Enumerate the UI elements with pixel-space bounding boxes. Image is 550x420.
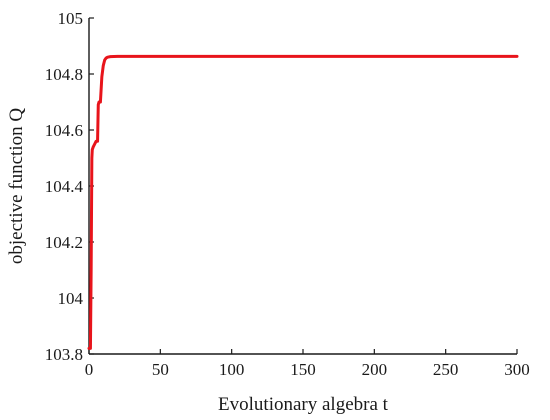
series-line-0 <box>87 54 519 350</box>
y-tick-label: 104.4 <box>45 177 84 196</box>
x-tick-label: 300 <box>504 360 530 379</box>
x-axis-title: Evolutionary algebra t <box>218 394 389 415</box>
y-axis-title: objective function Q <box>6 108 27 264</box>
y-tick-label: 104.2 <box>45 233 83 252</box>
x-tick-label: 250 <box>433 360 459 379</box>
y-tick-label: 104.6 <box>45 121 83 140</box>
series <box>87 54 519 350</box>
x-tick-label: 50 <box>152 360 169 379</box>
y-tick-label: 103.8 <box>45 345 83 364</box>
ticks: 0 50 100 150 200 250 300 103.8 104 104.2 104.4 104.… <box>45 9 530 379</box>
x-tick-label: 100 <box>219 360 245 379</box>
y-tick-label: 104 <box>58 289 84 308</box>
axes <box>88 18 517 355</box>
y-tick-label: 105 <box>58 9 84 28</box>
x-tick-label: 150 <box>290 360 316 379</box>
x-tick-label: 200 <box>362 360 388 379</box>
x-tick-label: 0 <box>85 360 94 379</box>
y-tick-label: 104.8 <box>45 65 83 84</box>
